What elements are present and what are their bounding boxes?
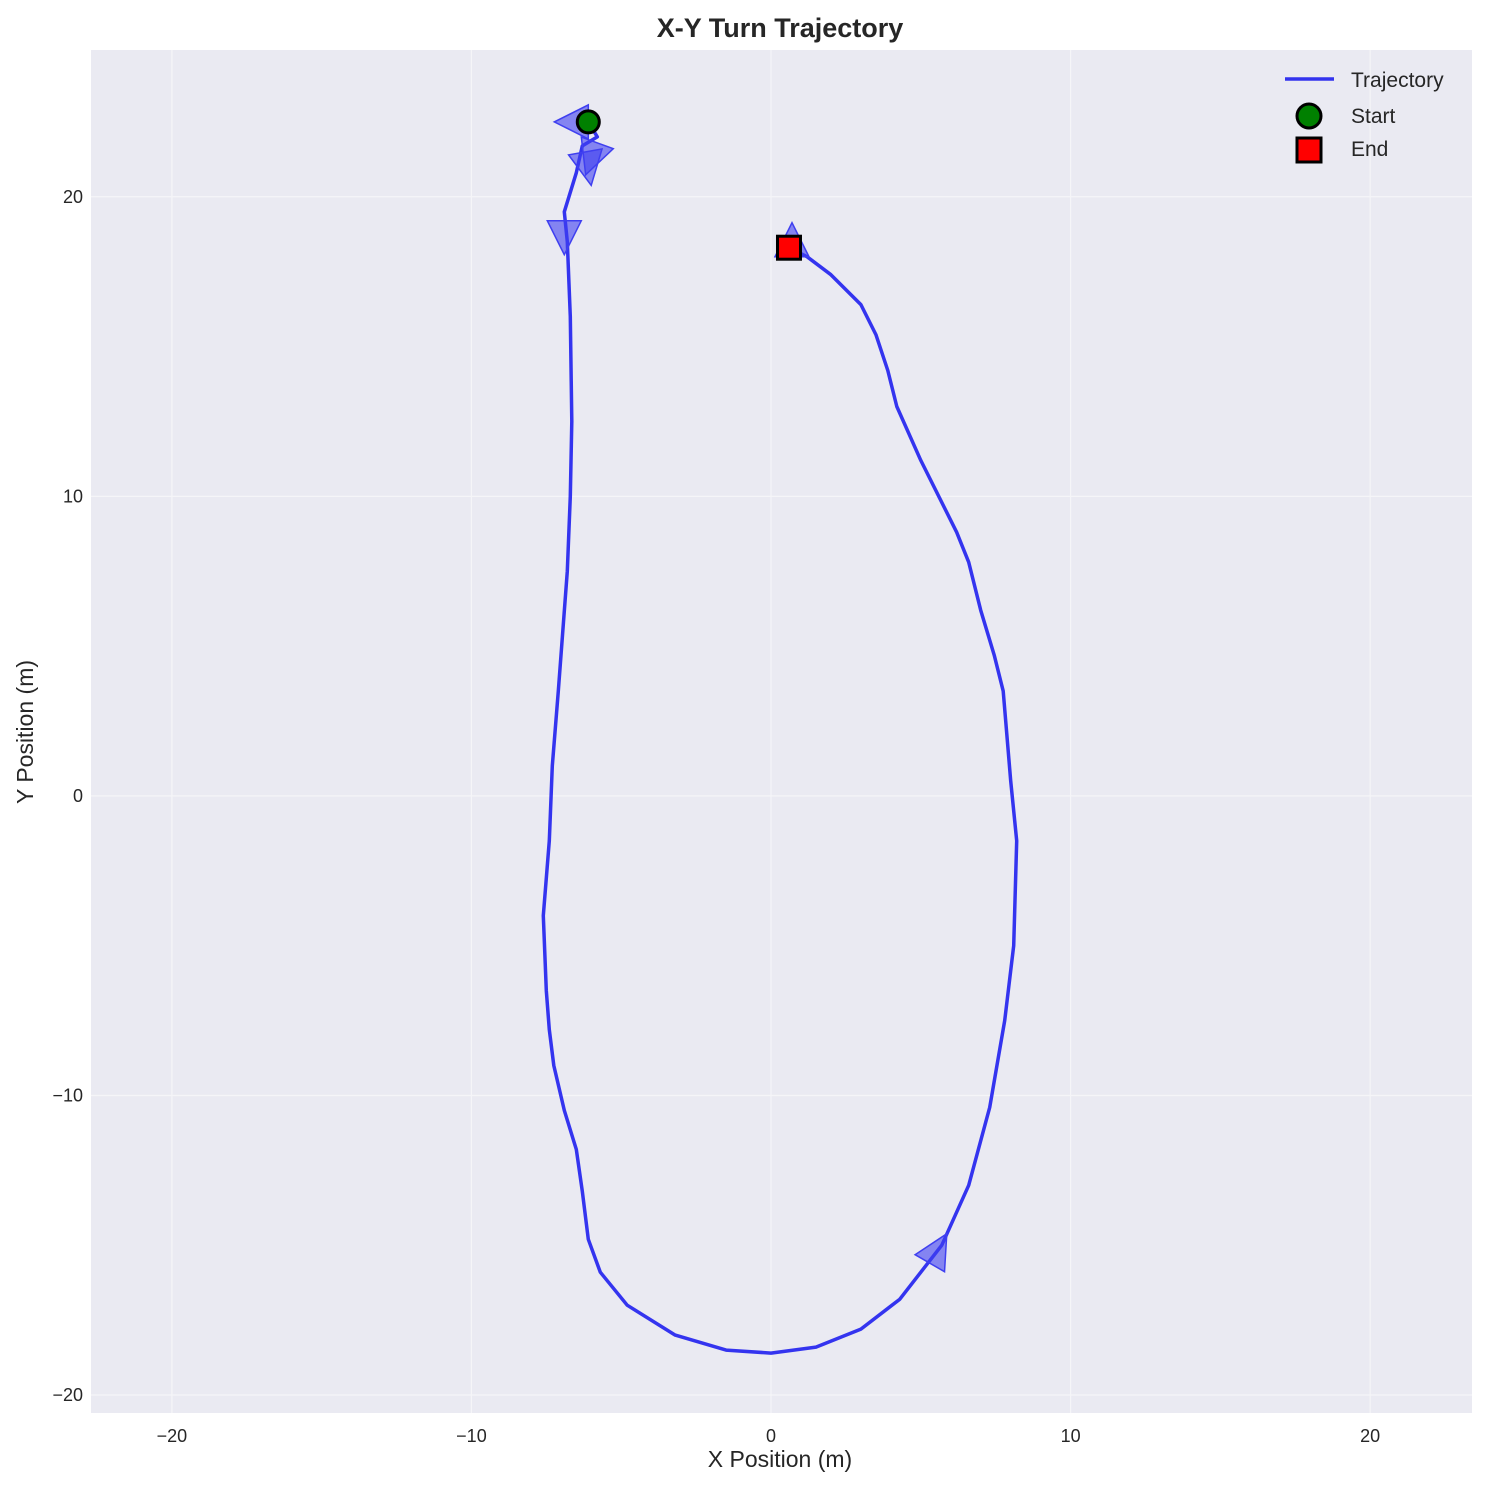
x-axis-label: X Position (m) xyxy=(708,1446,852,1472)
y-tick-label: 0 xyxy=(73,786,83,806)
y-tick-labels: −20 −10 0 10 20 xyxy=(52,187,83,1405)
y-tick-label: 20 xyxy=(63,187,83,207)
x-tick-label: 20 xyxy=(1360,1426,1380,1446)
legend-end-swatch xyxy=(1295,136,1323,164)
x-tick-label: −20 xyxy=(157,1426,188,1446)
grid xyxy=(91,50,1472,1413)
direction-arrow-marker xyxy=(546,219,583,257)
direction-arrow-marker xyxy=(913,1232,948,1273)
y-tick-label: −10 xyxy=(52,1085,83,1105)
legend-trajectory-label: Trajectory xyxy=(1351,69,1444,92)
x-tick-label: 0 xyxy=(766,1426,776,1446)
start-marker xyxy=(575,109,601,135)
y-axis-label: Y Position (m) xyxy=(12,660,38,804)
plot-area xyxy=(91,50,1472,1413)
legend-start-label: Start xyxy=(1351,105,1396,128)
y-tick-label: 10 xyxy=(63,486,83,506)
y-tick-label: −20 xyxy=(52,1385,83,1405)
direction-arrow-marker xyxy=(567,147,604,188)
chart-title: X-Y Turn Trajectory xyxy=(657,13,904,43)
trajectory-line xyxy=(541,120,1019,1355)
legend-end-label: End xyxy=(1351,138,1388,161)
x-tick-label: 10 xyxy=(1061,1426,1081,1446)
x-tick-label: −10 xyxy=(456,1426,487,1446)
x-tick-labels: −20 −10 0 10 20 xyxy=(157,1426,1381,1446)
legend: Trajectory Start End xyxy=(1285,69,1444,164)
end-marker xyxy=(775,234,802,261)
legend-start-swatch xyxy=(1295,102,1323,130)
